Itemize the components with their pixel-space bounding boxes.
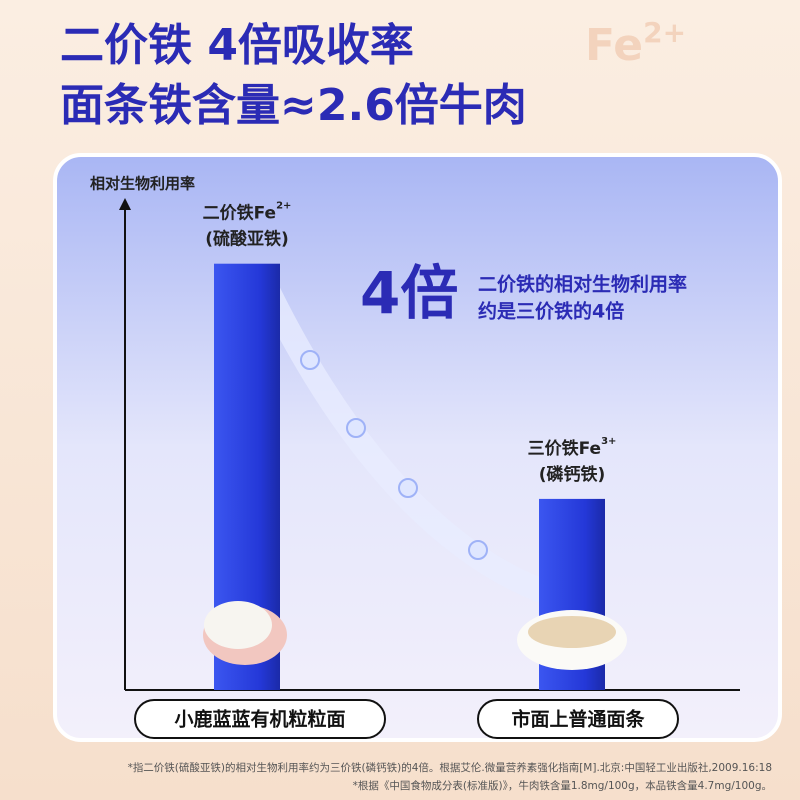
annotation-text: 二价铁的相对生物利用率: [478, 273, 687, 296]
bar-label-sup: 2+: [276, 201, 291, 212]
logo: Fe2+: [585, 16, 686, 71]
bar-label: 二价铁Fe2+: [203, 201, 292, 224]
noodle-illustration: [528, 616, 616, 648]
category-label: 市面上普通面条: [511, 708, 645, 731]
category-label: 小鹿蓝蓝有机粒粒面: [174, 708, 345, 731]
category-pill: [134, 699, 386, 739]
logo-text: Fe: [585, 20, 643, 71]
panel: [53, 153, 782, 742]
bar-label-name: 三价铁Fe: [528, 438, 601, 459]
headline: 二价铁 4倍吸收率: [60, 20, 414, 71]
logo-sup: 2+: [643, 16, 686, 49]
axis-arrow: [119, 198, 131, 210]
bar-label-sub: (磷钙铁): [539, 464, 606, 485]
curve: [250, 266, 580, 612]
headline: 面条铁含量≈2.6倍牛肉: [60, 80, 527, 131]
bar-label-name: 二价铁Fe: [203, 203, 276, 224]
annotation-text: 约是三价铁的4倍: [478, 300, 624, 323]
bar-label-sup: 3+: [601, 436, 616, 447]
bar-label: 三价铁Fe3+: [528, 436, 617, 459]
y-axis-label: 相对生物利用率: [90, 175, 195, 193]
bar-label-sub: (硫酸亚铁): [205, 229, 289, 250]
bars: 二价铁Fe2+ (硫酸亚铁) 小鹿蓝蓝有机粒粒面 三价铁Fe3+ (磷钙铁) 市面上普通面…: [134, 201, 679, 739]
annotation-big: 4倍: [360, 259, 458, 327]
category-pill: [477, 699, 679, 739]
footnote: *根据《中国食物成分表(标准版)》，牛肉铁含量1.8mg/100g，本品铁含量4…: [353, 779, 772, 792]
footnote: *指二价铁(硫酸亚铁)的相对生物利用率约为三价铁(磷钙铁)的4倍。根据艾伦.微量…: [128, 761, 772, 774]
rice-illustration: [204, 601, 272, 649]
